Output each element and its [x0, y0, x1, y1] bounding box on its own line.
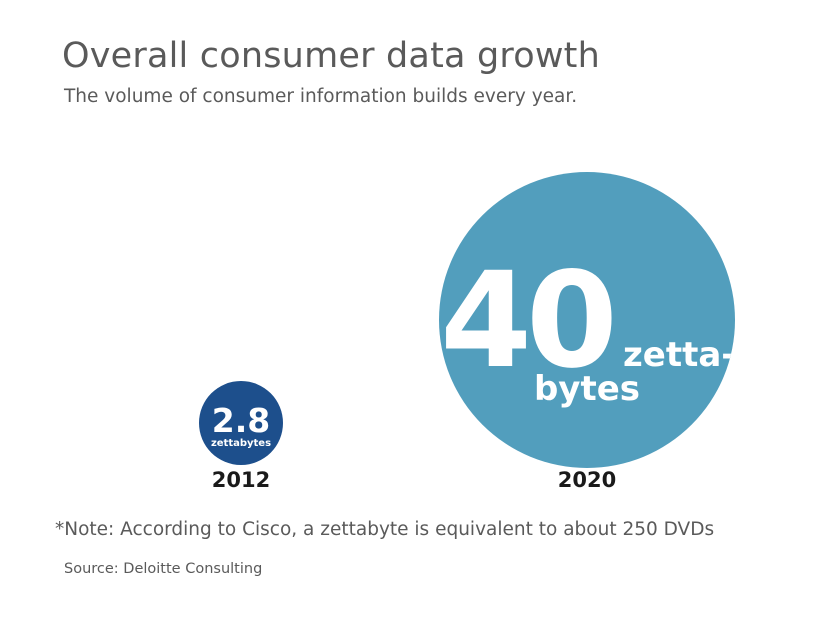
- source-credit: Source: Deloitte Consulting: [64, 561, 263, 577]
- bubble-2020-unit-label-line1: zetta-: [623, 335, 735, 375]
- bubble-2020: [439, 172, 735, 468]
- bubble-2020-unit-label-line2: bytes: [534, 369, 640, 409]
- bubble-2012-value-label: 2.8: [212, 401, 270, 440]
- footnote: *Note: According to Cisco, a zettabyte i…: [55, 519, 715, 540]
- bubble-2012: [199, 381, 283, 465]
- category-label-2012: 2012: [212, 468, 270, 492]
- bubble-2020-value-label: 40: [440, 244, 612, 398]
- bubble-2012-unit-label: zettabytes: [211, 438, 271, 449]
- chart-title: Overall consumer data growth: [62, 36, 600, 76]
- chart-subtitle: The volume of consumer information build…: [64, 86, 578, 107]
- category-label-2020: 2020: [558, 468, 616, 492]
